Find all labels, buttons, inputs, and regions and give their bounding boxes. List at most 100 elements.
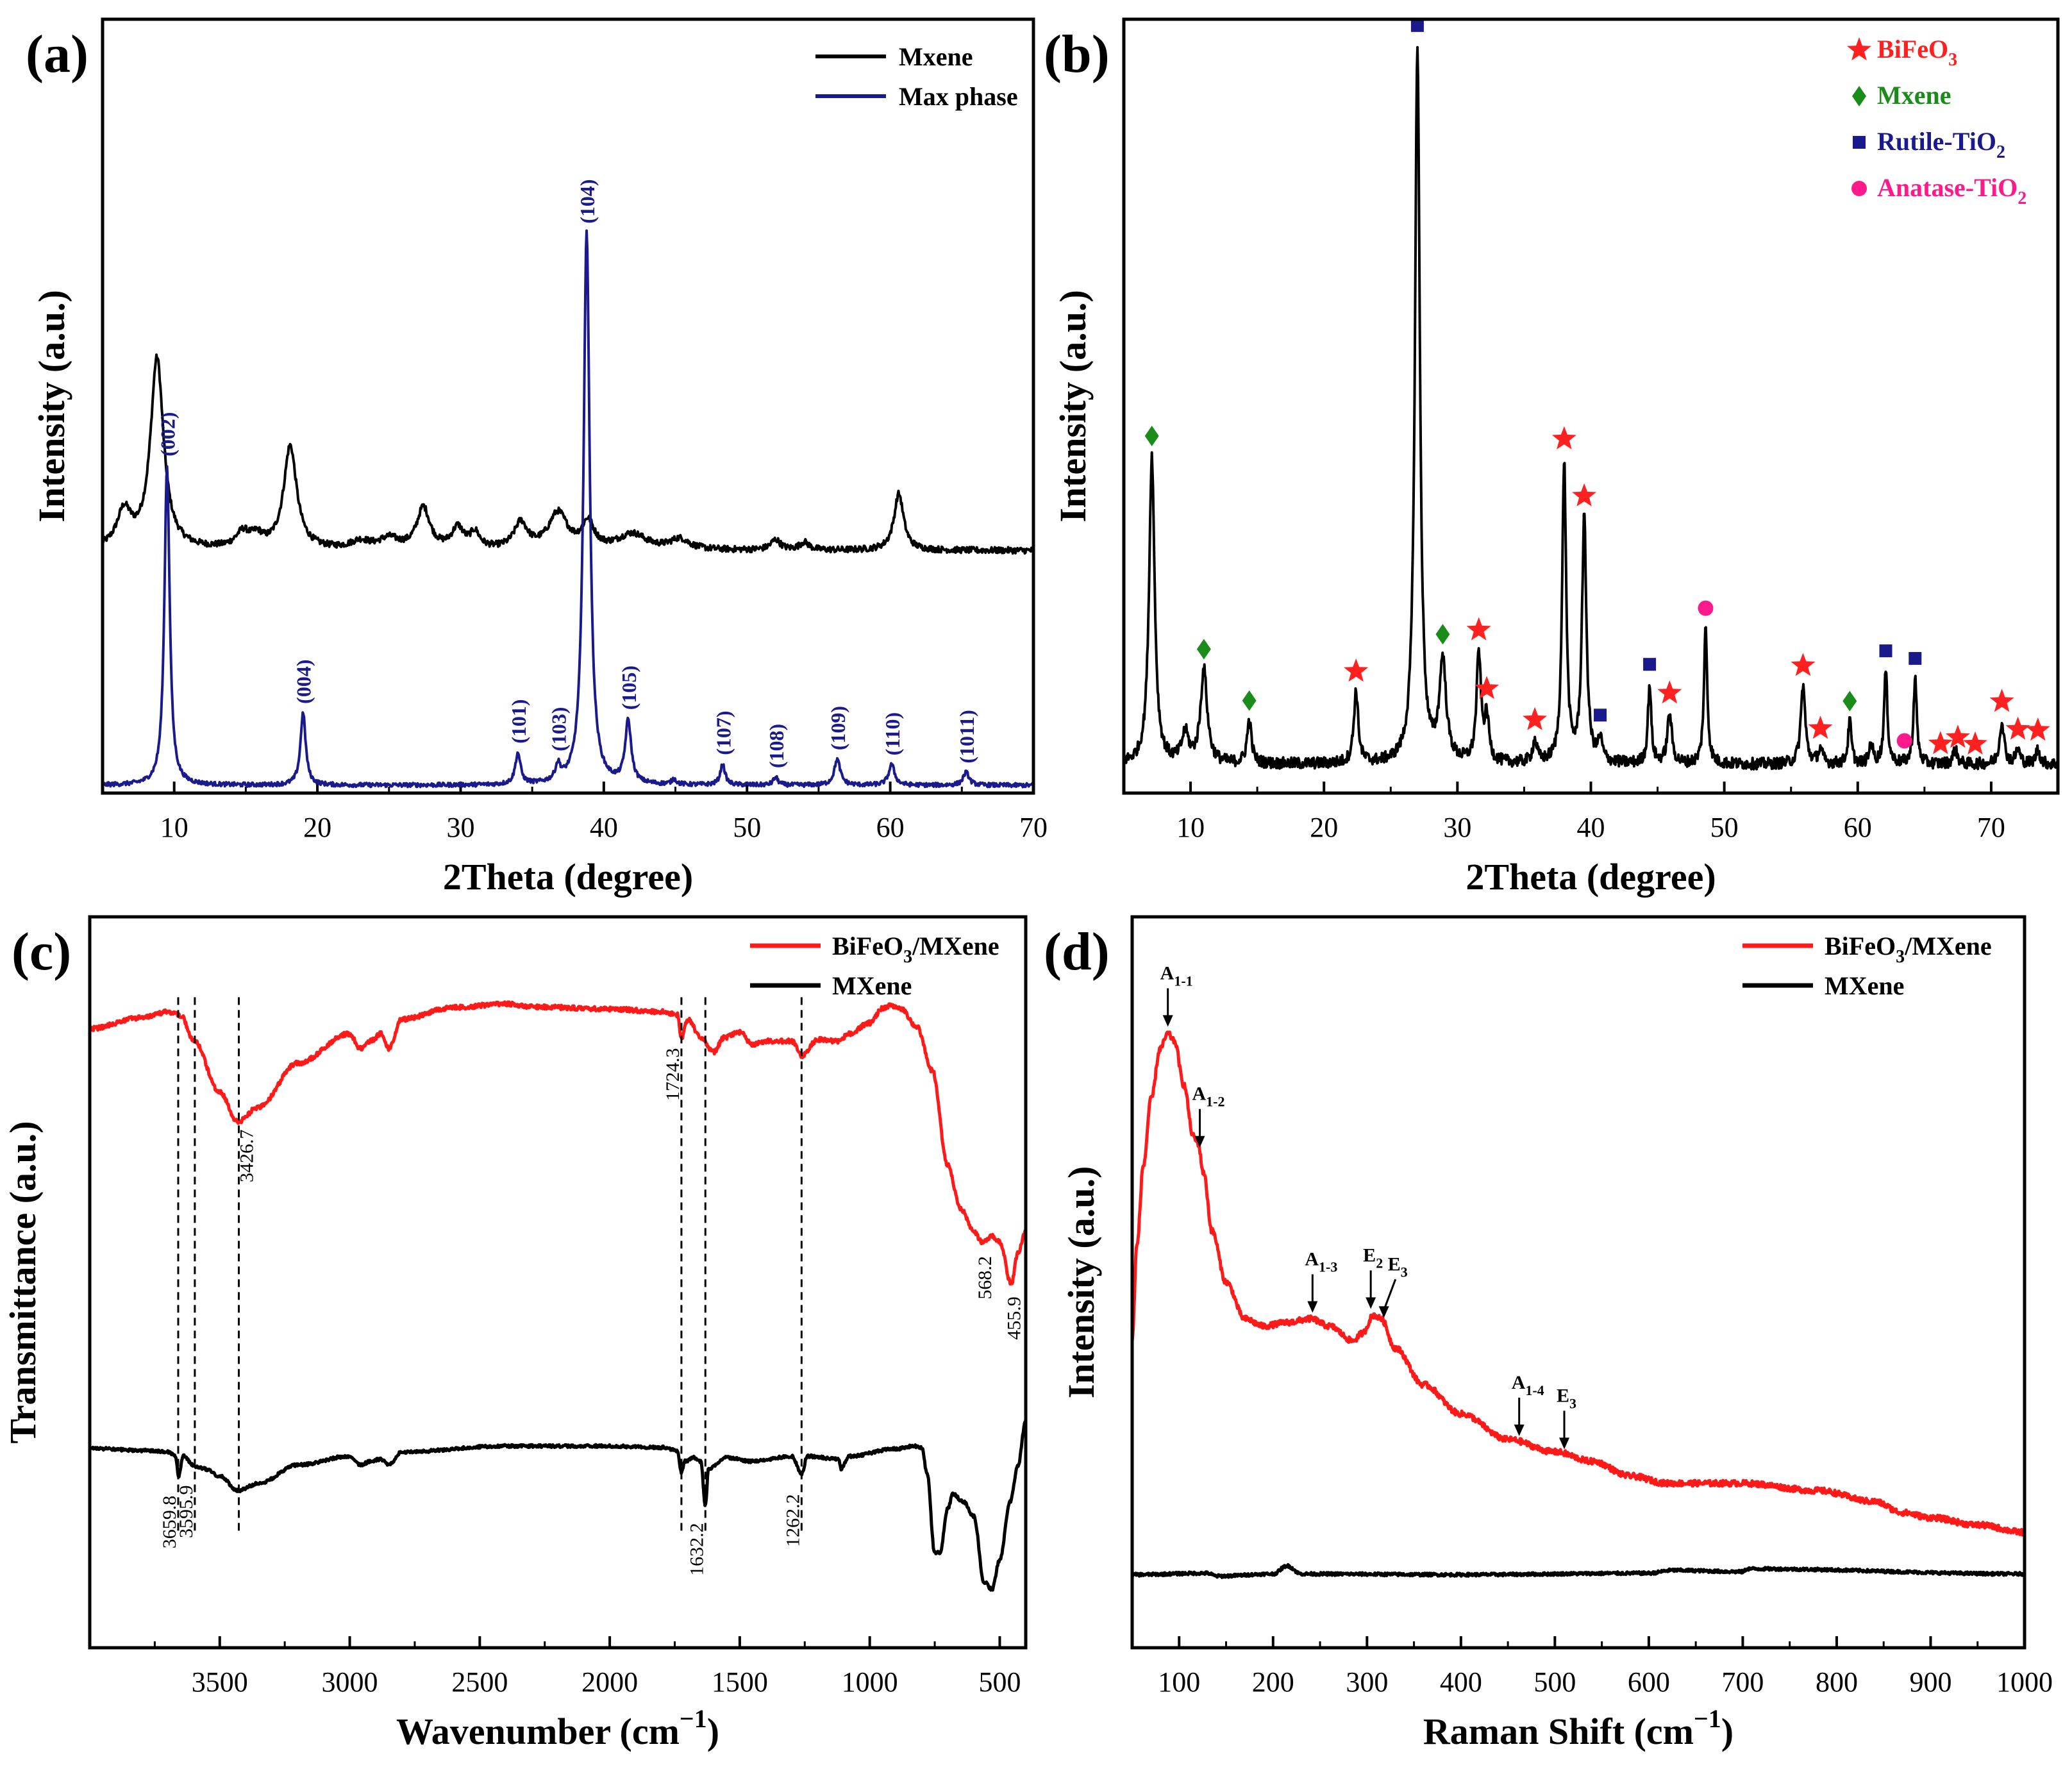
series-line-bifeo3-mxene — [88, 1000, 1027, 1286]
x-tick-label: 900 — [1909, 1666, 1951, 1698]
raman-mode-subscript: 3 — [1569, 1395, 1576, 1411]
x-tick-label: 3500 — [192, 1666, 248, 1698]
star-marker — [1657, 680, 1682, 704]
x-axis-label: Wavenumber (cm−1) — [396, 1704, 719, 1752]
legend-label: Max phase — [899, 82, 1018, 111]
x-tick-label: 700 — [1721, 1666, 1764, 1698]
peak-index-label: (103) — [547, 707, 570, 751]
plot-frame — [1130, 915, 2026, 1650]
x-tick-label: 60 — [876, 812, 905, 843]
wavenumber-label: 3659.8 — [159, 1496, 180, 1549]
plot-frame — [88, 915, 1028, 1650]
mode-arrow-head — [1559, 1437, 1570, 1450]
legend-subscript: 2 — [2018, 188, 2026, 208]
y-axis-label: Intensity (a.u.) — [1052, 290, 1094, 523]
star-marker — [1791, 653, 1816, 676]
square-marker — [1853, 136, 1866, 149]
star-marker — [2025, 717, 2050, 741]
series-line-max-phase — [101, 229, 1035, 789]
x-tick-label: 1500 — [712, 1666, 768, 1698]
panel-d: 100 200 300 400 500 600 700 800 900 1000 A1-1 A1-2 A… — [1044, 915, 2053, 1752]
square-marker — [1594, 708, 1607, 722]
y-axis-label: Transmittance (a.u.) — [2, 1121, 44, 1443]
raman-mode-label: E3 — [1388, 1253, 1408, 1280]
x-axis-label-sup: −1 — [680, 1704, 707, 1733]
raman-mode-subscript: 3 — [1401, 1264, 1408, 1280]
series-line-mxene — [1130, 1562, 2026, 1579]
series-line-mxene — [101, 353, 1034, 555]
wavenumber-label: 3426.7 — [237, 1130, 258, 1183]
panel-c: 3500 3000 2500 2000 1500 1000 500 3426.7 1724.3 5… — [2, 915, 1028, 1752]
panel-b: 10 20 30 40 50 60 70 BiFeO3 Mxene Rutile-TiO2 Anat… — [1044, 17, 2060, 898]
square-marker — [1410, 19, 1424, 32]
star-marker — [2005, 716, 2030, 740]
legend-subscript: 2 — [1996, 142, 2005, 162]
mode-arrow-head — [1307, 1301, 1318, 1313]
star-marker — [1928, 731, 1953, 755]
star-marker — [1847, 37, 1871, 61]
diamond-marker — [1852, 86, 1866, 106]
square-marker — [1643, 658, 1657, 671]
x-tick-label: 400 — [1440, 1666, 1482, 1698]
wavenumber-label: 455.9 — [1003, 1296, 1024, 1340]
x-tick-label: 70 — [1977, 812, 2005, 843]
mode-arrow-head — [1366, 1297, 1376, 1309]
legend-subscript: 3 — [1896, 947, 1905, 967]
raman-mode-label: E2 — [1363, 1244, 1383, 1271]
raman-mode-subscript: 1-4 — [1525, 1382, 1544, 1398]
x-tick-label: 1000 — [1996, 1666, 2053, 1698]
x-tick-label: 800 — [1816, 1666, 1858, 1698]
peak-index-label: (110) — [881, 712, 904, 756]
raman-mode-label: A1-3 — [1305, 1249, 1337, 1275]
diamond-marker — [1144, 425, 1159, 446]
x-tick-label: 500 — [1533, 1666, 1576, 1698]
star-marker — [1808, 716, 1833, 739]
series-line-bifeo3-mxene — [1130, 1030, 2026, 1537]
raman-mode-subscript: 1-1 — [1174, 973, 1192, 989]
legend-label: Mxene — [899, 42, 973, 71]
raman-mode-label: E3 — [1557, 1385, 1576, 1411]
panel-label: (a) — [26, 24, 88, 84]
legend-label: MXene — [1825, 971, 1904, 1000]
legend-label: BiFeO3 — [1877, 35, 1957, 70]
legend-label-end: /MXene — [1904, 932, 1992, 960]
x-axis-label: 2Theta (degree) — [443, 856, 693, 898]
peak-index-label: (107) — [712, 710, 735, 755]
peak-index-label: (1011) — [955, 710, 978, 764]
raman-mode-subscript: 2 — [1376, 1255, 1383, 1271]
x-tick-label: 20 — [1310, 812, 1338, 843]
peak-index-label: (108) — [765, 724, 788, 768]
x-axis-label-end: ) — [707, 1711, 719, 1752]
raman-mode-label: A1-4 — [1512, 1372, 1544, 1398]
wavenumber-label: 1632.2 — [686, 1523, 707, 1576]
peak-index-label: (002) — [156, 412, 180, 456]
mode-arrow-head — [1378, 1306, 1389, 1318]
x-tick-label: 30 — [446, 812, 474, 843]
x-tick-label: 30 — [1443, 812, 1471, 843]
peak-index-label: (109) — [826, 706, 849, 750]
star-marker — [1551, 426, 1576, 449]
x-axis-label-end: ) — [1721, 1711, 1734, 1752]
x-tick-label: 70 — [1019, 812, 1048, 843]
x-tick-label: 500 — [978, 1666, 1021, 1698]
star-marker — [1989, 689, 2014, 712]
wavenumber-label: 1724.3 — [662, 1048, 683, 1101]
star-marker — [1344, 658, 1369, 682]
star-marker — [1945, 724, 1970, 748]
series-line-composite — [1123, 46, 2059, 771]
peak-index-label: (104) — [576, 179, 599, 223]
legend-label: BiFeO3/MXene — [832, 932, 999, 967]
raman-mode-subscript: 1-2 — [1206, 1094, 1224, 1110]
x-tick-label: 40 — [590, 812, 618, 843]
legend-label: Anatase-TiO2 — [1877, 173, 2026, 208]
wavenumber-label: 568.2 — [974, 1256, 996, 1300]
plot-frame — [1122, 17, 2060, 795]
diamond-marker — [1435, 624, 1450, 645]
x-tick-label: 20 — [303, 812, 331, 843]
panel-label: (b) — [1044, 24, 1110, 84]
plot-frame — [101, 17, 1035, 795]
wavenumber-label: 1262.2 — [782, 1494, 803, 1547]
circle-marker — [1896, 733, 1912, 749]
peak-index-label: (101) — [507, 699, 530, 743]
mode-arrow-shaft — [1383, 1278, 1397, 1311]
